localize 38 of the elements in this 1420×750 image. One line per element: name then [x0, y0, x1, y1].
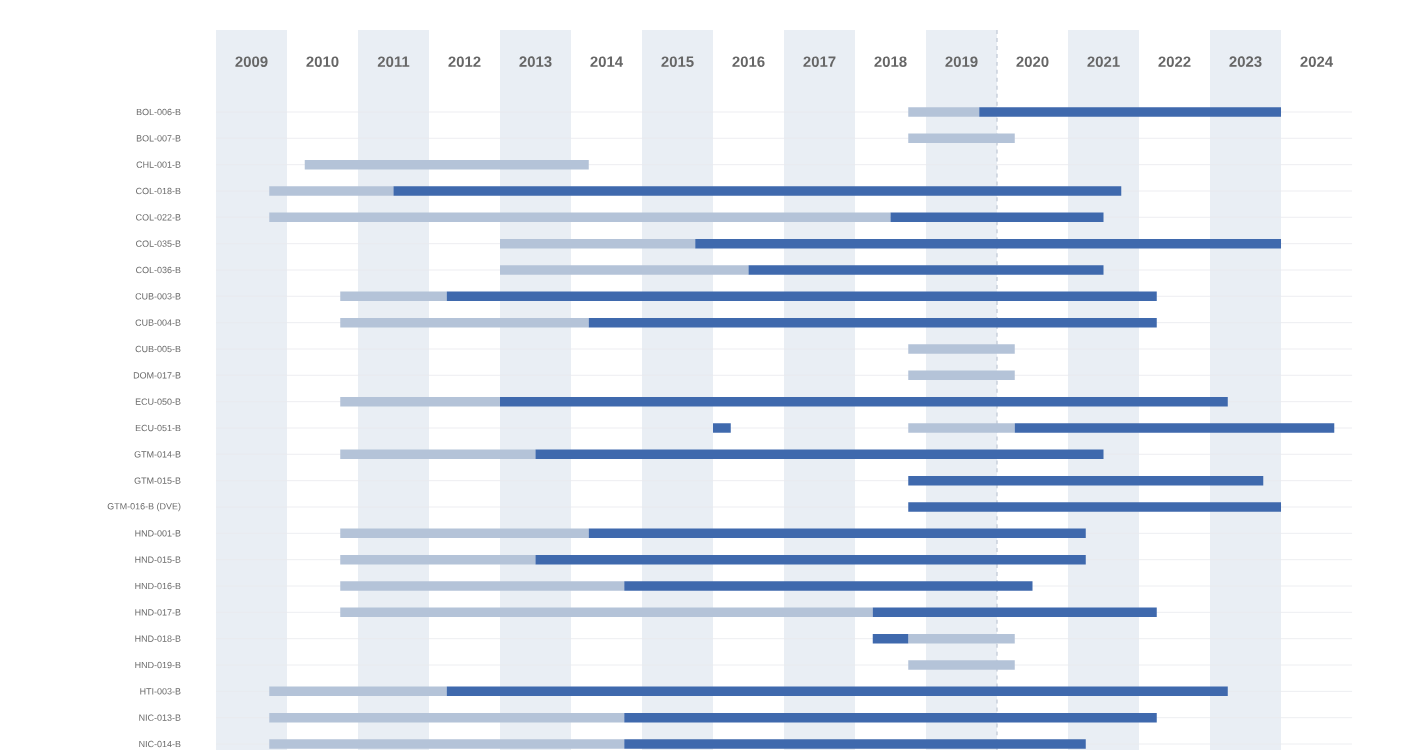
bar [624, 712, 1157, 723]
bar [979, 107, 1282, 117]
bar [872, 607, 1157, 618]
bar [872, 633, 909, 644]
bar [269, 739, 625, 749]
bar [304, 159, 589, 170]
bar [269, 712, 625, 723]
bar [393, 186, 1122, 196]
bar [500, 396, 1228, 407]
bar [748, 265, 1104, 275]
bar [340, 317, 589, 328]
bar [535, 449, 1104, 460]
bar [535, 554, 1086, 565]
bar [695, 238, 1282, 249]
bar [269, 186, 394, 196]
bar [500, 265, 749, 275]
bar [908, 475, 1264, 486]
bar [340, 291, 447, 302]
bar [446, 291, 1157, 302]
bar [340, 607, 873, 618]
bar [908, 502, 1282, 512]
bar [908, 107, 980, 117]
bar [588, 317, 1157, 328]
bar [624, 581, 1033, 591]
bar [1014, 423, 1335, 433]
bar [446, 686, 1228, 697]
bar [269, 212, 891, 223]
bar [588, 528, 1086, 539]
bar [340, 449, 536, 460]
bar [269, 686, 447, 697]
bar [500, 238, 696, 249]
bar [340, 396, 500, 407]
bar [890, 212, 1104, 223]
bar [713, 423, 731, 433]
bar [340, 528, 589, 539]
bar [624, 739, 1086, 749]
bar [340, 581, 625, 591]
bar [340, 554, 536, 565]
